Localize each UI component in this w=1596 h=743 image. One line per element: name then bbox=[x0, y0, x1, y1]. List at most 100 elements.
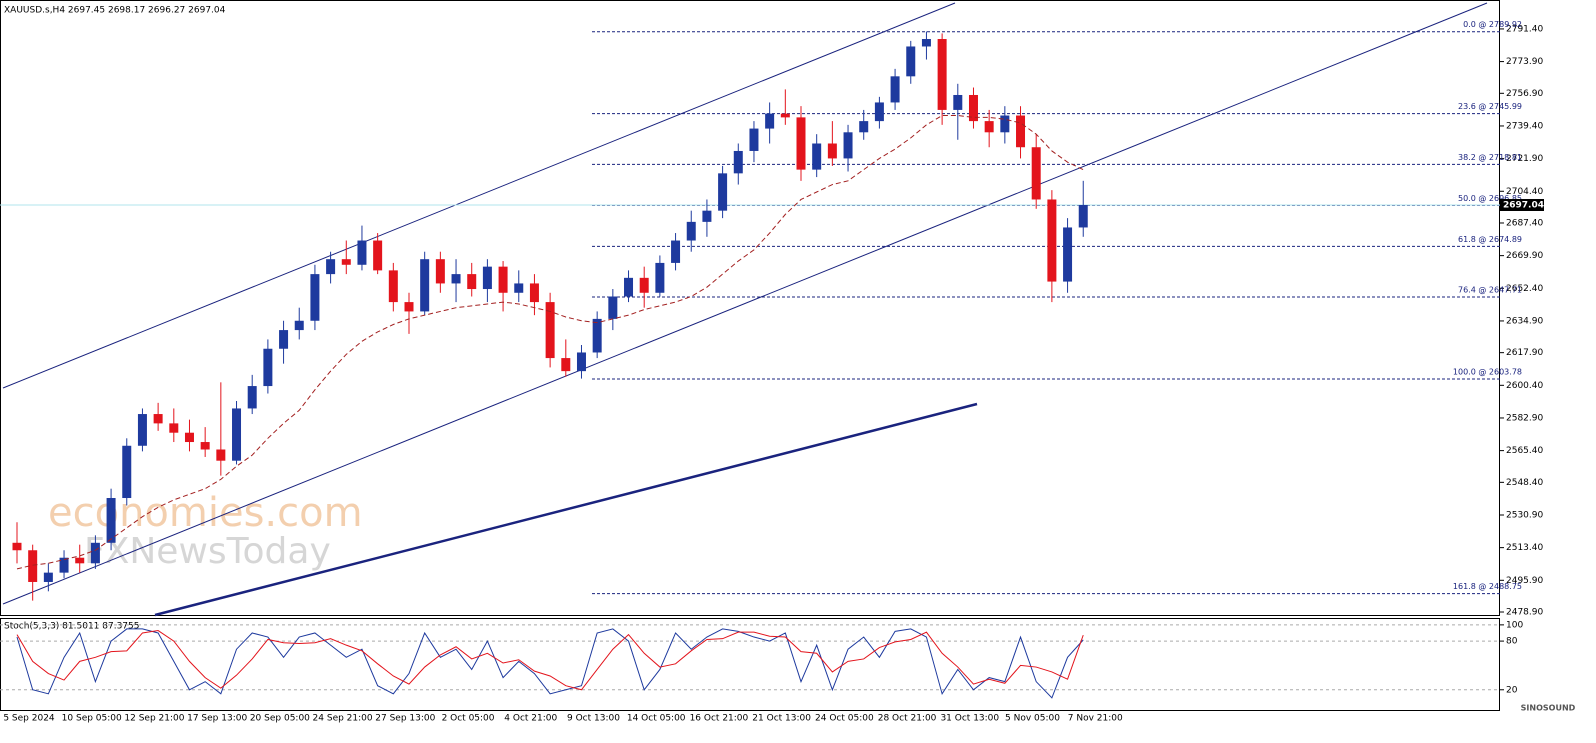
fib-label: 61.8 @ 2674.89 bbox=[1458, 235, 1522, 244]
candle-body bbox=[702, 210, 712, 222]
fib-label: 50.0 @ 2696.85 bbox=[1458, 194, 1522, 203]
candle-body bbox=[576, 352, 586, 372]
candle-body bbox=[404, 302, 414, 312]
stoch-panel bbox=[0, 618, 1500, 711]
candle-body bbox=[827, 143, 837, 159]
candle-body bbox=[310, 274, 320, 321]
candle-body bbox=[1063, 227, 1073, 282]
y-tick-label: 2721.90 bbox=[1506, 154, 1543, 164]
x-tick-label: 9 Oct 13:00 bbox=[567, 714, 620, 724]
candle-body bbox=[1031, 147, 1041, 200]
candle-body bbox=[294, 320, 304, 331]
chart-title: XAUUSD.s,H4 2697.45 2698.17 2696.27 2697… bbox=[4, 6, 226, 16]
candle-body bbox=[200, 442, 210, 450]
x-tick-label: 20 Sep 05:00 bbox=[250, 714, 310, 724]
y-tick-label: 2548.40 bbox=[1506, 478, 1543, 488]
candle-body bbox=[1016, 115, 1026, 148]
candle-body bbox=[733, 150, 743, 174]
candle-body bbox=[953, 94, 963, 110]
fib-label: 76.4 @ 2647.71 bbox=[1458, 286, 1522, 295]
candle-body bbox=[216, 449, 226, 461]
candle-body bbox=[90, 542, 100, 564]
candle-body bbox=[467, 274, 477, 290]
last-price-label: 2697.04 bbox=[1503, 200, 1544, 210]
candle-body bbox=[1078, 204, 1088, 228]
y-tick-label: 2704.40 bbox=[1506, 187, 1543, 197]
x-tick-label: 27 Sep 13:00 bbox=[375, 714, 435, 724]
candle-body bbox=[843, 132, 853, 159]
x-tick-label: 21 Oct 13:00 bbox=[752, 714, 811, 724]
moving-average bbox=[16, 115, 1084, 570]
stoch-line bbox=[16, 630, 1084, 691]
candle-body bbox=[859, 121, 869, 133]
candle-body bbox=[514, 283, 524, 293]
fib-label: 38.2 @ 2718.81 bbox=[1458, 153, 1522, 162]
candle-body bbox=[388, 270, 398, 303]
candle-body bbox=[592, 318, 602, 353]
channel-line bbox=[2, 2, 1488, 605]
candle-body bbox=[655, 262, 665, 293]
x-tick-label: 2 Oct 05:00 bbox=[442, 714, 495, 724]
last-price-box bbox=[1500, 198, 1544, 211]
candle-body bbox=[75, 557, 85, 564]
candle-body bbox=[906, 46, 916, 77]
candle-body bbox=[529, 283, 539, 303]
candle-body bbox=[184, 432, 194, 443]
fib-label: 0.0 @ 2789.92 bbox=[1463, 20, 1522, 29]
y-tick-label: 2739.40 bbox=[1506, 121, 1543, 131]
candle-body bbox=[765, 113, 775, 129]
candle-body bbox=[984, 121, 994, 133]
x-tick-label: 5 Sep 2024 bbox=[3, 714, 55, 724]
candle-body bbox=[420, 259, 430, 312]
y-tick-label: 2582.90 bbox=[1506, 413, 1543, 423]
watermark: FXNewsToday bbox=[84, 531, 331, 572]
x-tick-label: 10 Sep 05:00 bbox=[62, 714, 122, 724]
watermark: economies.com bbox=[48, 490, 363, 536]
candle-body bbox=[498, 266, 508, 293]
candle-body bbox=[608, 296, 618, 319]
stoch-title: Stoch(5,3,3) 81.5011 87.3755 bbox=[4, 622, 139, 632]
candle-body bbox=[232, 408, 242, 461]
y-tick-label: 2495.90 bbox=[1506, 576, 1543, 586]
candle-body bbox=[718, 173, 728, 211]
fib-label: 161.8 @ 2488.75 bbox=[1453, 582, 1522, 591]
candle-body bbox=[357, 240, 367, 265]
x-tick-label: 12 Sep 21:00 bbox=[124, 714, 184, 724]
candle-body bbox=[545, 302, 555, 359]
y-tick-label: 2791.40 bbox=[1506, 24, 1543, 34]
candle-body bbox=[749, 128, 759, 151]
candle-body bbox=[43, 572, 53, 582]
main-panel bbox=[0, 0, 1500, 616]
candle-body bbox=[451, 274, 461, 284]
candle-body bbox=[1047, 199, 1057, 282]
candle-body bbox=[279, 330, 289, 349]
x-tick-label: 24 Oct 05:00 bbox=[815, 714, 874, 724]
x-tick-label: 28 Oct 21:00 bbox=[878, 714, 937, 724]
y-tick-label: 20 bbox=[1506, 685, 1518, 695]
y-tick-label: 80 bbox=[1506, 637, 1518, 647]
y-tick-label: 2634.90 bbox=[1506, 316, 1543, 326]
candle-body bbox=[890, 76, 900, 103]
y-tick-label: 2565.40 bbox=[1506, 446, 1543, 456]
x-tick-label: 5 Nov 05:00 bbox=[1005, 714, 1060, 724]
y-tick-label: 2773.90 bbox=[1506, 57, 1543, 67]
stoch-line bbox=[16, 628, 1084, 699]
candle-body bbox=[59, 557, 69, 573]
candle-body bbox=[812, 143, 822, 170]
y-tick-label: 2530.90 bbox=[1506, 510, 1543, 520]
x-tick-label: 24 Sep 21:00 bbox=[313, 714, 373, 724]
candle-body bbox=[671, 240, 681, 263]
candle-body bbox=[263, 348, 273, 387]
candle-body bbox=[937, 39, 947, 110]
candle-body bbox=[122, 445, 132, 499]
candle-body bbox=[1000, 115, 1010, 133]
y-tick-label: 2652.40 bbox=[1506, 284, 1543, 294]
candle-body bbox=[153, 414, 163, 424]
x-tick-label: 17 Sep 13:00 bbox=[187, 714, 247, 724]
logo: SINOSOUND bbox=[1521, 704, 1576, 713]
y-tick-label: 2478.90 bbox=[1506, 608, 1543, 618]
x-tick-label: 16 Oct 21:00 bbox=[690, 714, 749, 724]
candle-body bbox=[639, 277, 649, 293]
candle-body bbox=[326, 259, 336, 275]
